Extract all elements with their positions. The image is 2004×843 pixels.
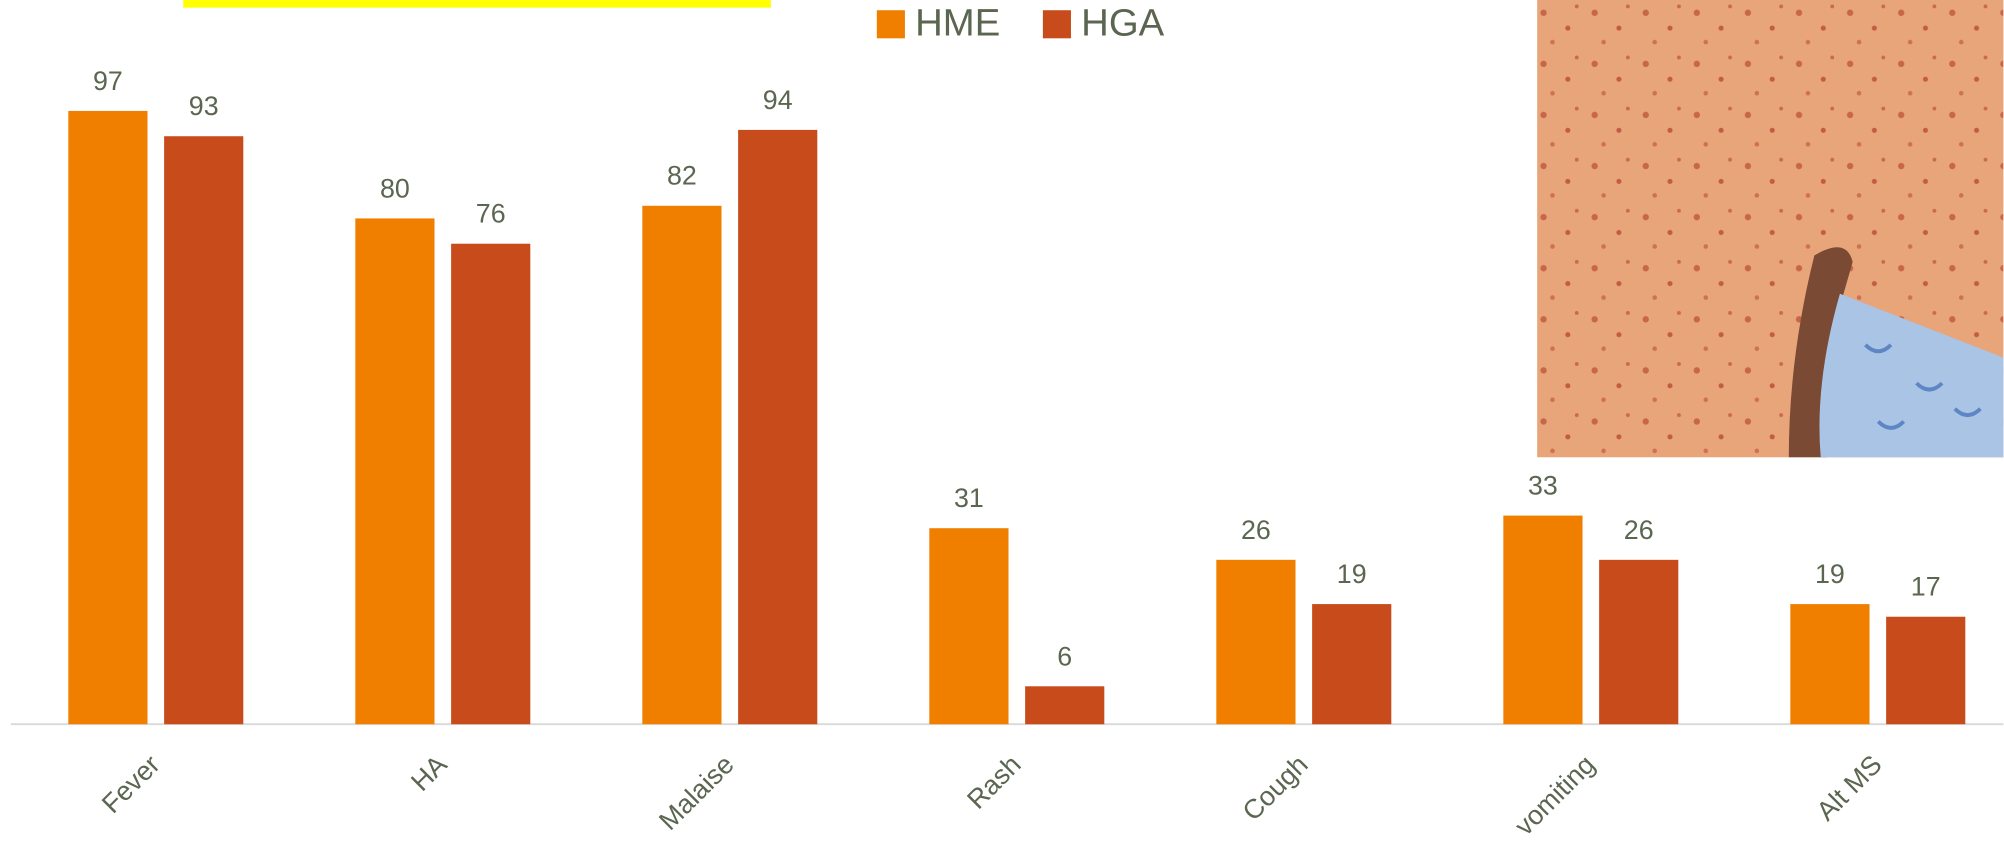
bar	[1503, 515, 1583, 725]
bar	[1790, 604, 1870, 725]
data-label: 80	[380, 173, 410, 203]
highlight-bar	[183, 0, 771, 8]
legend-swatch	[1042, 10, 1071, 39]
data-label: 26	[1624, 515, 1654, 545]
bar	[1025, 686, 1105, 725]
bar	[929, 528, 1009, 725]
x-tick-label: HA	[405, 749, 453, 797]
legend-label: HME	[915, 2, 1000, 45]
bar	[1216, 559, 1296, 725]
data-label: 97	[93, 66, 123, 96]
photo	[1537, 0, 2004, 458]
bar	[451, 243, 531, 725]
bar	[1312, 604, 1392, 725]
data-label: 94	[763, 85, 793, 115]
x-tick-label: Rash	[961, 749, 1026, 814]
legend-label: HGA	[1081, 2, 1164, 45]
bar	[642, 205, 722, 725]
data-label: 19	[1815, 559, 1845, 589]
legend-swatch	[876, 10, 905, 39]
data-label: 26	[1241, 515, 1271, 545]
x-tick-label: Cough	[1237, 749, 1314, 826]
data-label: 19	[1337, 559, 1367, 589]
x-tick-label: Alt MS	[1811, 749, 1888, 826]
data-label: 17	[1911, 572, 1941, 602]
data-label: 82	[667, 161, 697, 191]
bar	[1599, 559, 1679, 725]
data-label: 31	[954, 483, 984, 513]
bar	[68, 110, 148, 725]
data-label: 6	[1057, 641, 1072, 671]
bar	[1886, 616, 1966, 725]
data-label: 76	[476, 199, 506, 229]
x-tick-label: Fever	[96, 749, 166, 819]
data-label: 33	[1528, 471, 1558, 501]
x-tick-label: vomiting	[1509, 749, 1601, 841]
bar	[738, 129, 818, 725]
data-label: 93	[189, 91, 219, 121]
bar	[355, 218, 435, 725]
x-tick-label: Malaise	[653, 749, 740, 836]
bar	[164, 136, 244, 725]
